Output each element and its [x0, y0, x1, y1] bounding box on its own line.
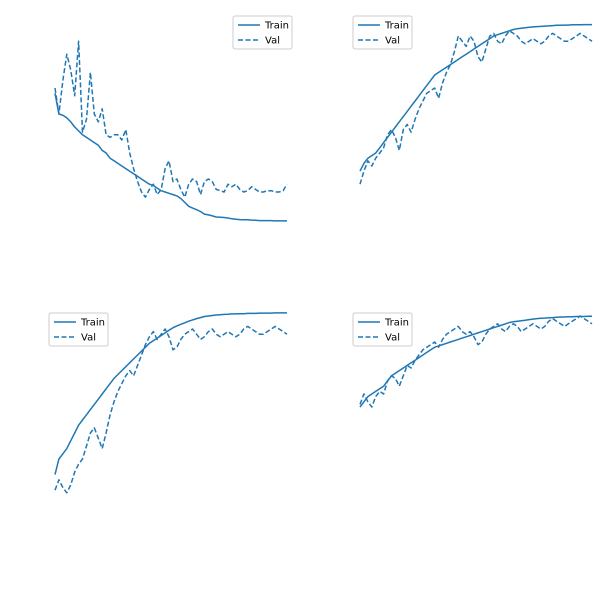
chart-panel-top-left: Train Val — [54, 15, 293, 222]
series-line-val — [54, 325, 288, 494]
legend-label-val: Val — [385, 36, 400, 47]
series-line-train — [54, 93, 287, 222]
series-line-train — [359, 315, 592, 408]
legend-label-train: Train — [80, 318, 105, 329]
series-line-train — [54, 312, 287, 475]
series-line-val — [54, 40, 288, 198]
legend: Train Val — [352, 312, 413, 347]
series-line-train — [359, 23, 592, 172]
legend-label-train: Train — [264, 21, 289, 32]
legend-label-val: Val — [81, 333, 96, 344]
chart-panel-bottom-right: Train Val — [352, 312, 593, 408]
chart-panel-bottom-left: Train Val — [48, 312, 288, 494]
legend-label-train: Train — [384, 21, 409, 32]
legend: Train Val — [352, 15, 413, 50]
legend: Train Val — [48, 312, 109, 347]
series-line-val — [359, 30, 593, 185]
legend-label-val: Val — [265, 36, 280, 47]
series-line-val — [359, 315, 593, 408]
chart-panel-top-right: Train Val — [352, 15, 593, 185]
legend: Train Val — [232, 15, 293, 50]
legend-label-train: Train — [384, 318, 409, 329]
legend-label-val: Val — [385, 333, 400, 344]
